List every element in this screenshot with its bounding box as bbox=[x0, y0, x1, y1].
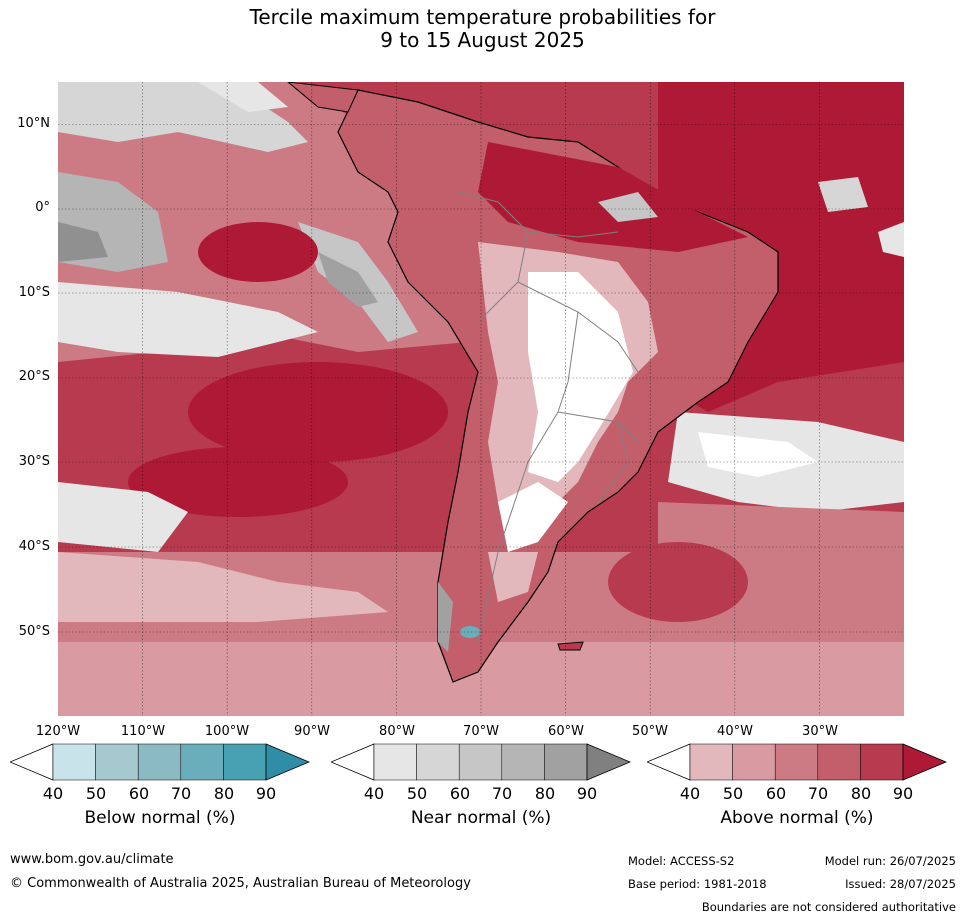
cbar-tick: 70 bbox=[170, 784, 192, 803]
legend-below-normal bbox=[8, 742, 311, 786]
cbar-tick: 60 bbox=[765, 784, 787, 803]
cbar-tick: 50 bbox=[406, 784, 428, 803]
lat-label-0: 0° bbox=[35, 200, 50, 215]
title-line-2: 9 to 15 August 2025 bbox=[380, 28, 585, 52]
colorbar-segment bbox=[373, 743, 417, 781]
lon-label-40w: 40°W bbox=[717, 724, 753, 739]
boundaries-disclaimer: Boundaries are not considered authoritat… bbox=[701, 900, 956, 914]
colorbar-segment bbox=[52, 743, 96, 781]
colorbar-segment bbox=[223, 743, 267, 781]
colorbar-extend-high bbox=[902, 743, 948, 781]
lon-label-30w: 30°W bbox=[802, 724, 838, 739]
cbar-tick: 90 bbox=[255, 784, 277, 803]
lat-label-50s: 50°S bbox=[18, 624, 50, 639]
colorbar-near-normal bbox=[329, 743, 632, 781]
cbar-tick: 40 bbox=[679, 784, 701, 803]
legend-above-normal bbox=[645, 742, 948, 786]
cbar-tick: 90 bbox=[576, 784, 598, 803]
legend-near-normal bbox=[329, 742, 632, 786]
colorbar-extend-high bbox=[265, 743, 311, 781]
title-line-1: Tercile maximum temperature probabilitie… bbox=[249, 5, 716, 29]
colorbar-segment bbox=[458, 743, 503, 781]
legend-title-below: Below normal (%) bbox=[84, 808, 236, 828]
lat-label-20s: 20°S bbox=[18, 369, 50, 384]
lat-label-10s: 10°S bbox=[18, 285, 50, 300]
colorbar-segment bbox=[137, 743, 182, 781]
colorbar-segment bbox=[95, 743, 139, 781]
probability-map bbox=[58, 82, 904, 716]
map-title: Tercile maximum temperature probabilitie… bbox=[0, 6, 965, 52]
base-period: Base period: 1981-2018 bbox=[628, 877, 767, 891]
model-name: Model: ACCESS-S2 bbox=[628, 854, 735, 868]
colorbar-segment bbox=[416, 743, 460, 781]
colorbar-segment bbox=[732, 743, 776, 781]
colorbar-below-normal bbox=[8, 743, 311, 781]
cbar-tick: 70 bbox=[807, 784, 829, 803]
issued-date: Issued: 28/07/2025 bbox=[845, 877, 956, 891]
graticule bbox=[58, 82, 904, 716]
legend-title-above: Above normal (%) bbox=[720, 808, 874, 828]
copyright-text: © Commonwealth of Australia 2025, Austra… bbox=[10, 876, 471, 891]
lon-label-120w: 120°W bbox=[35, 724, 81, 739]
cbar-tick: 50 bbox=[85, 784, 107, 803]
cbar-tick: 70 bbox=[491, 784, 513, 803]
cbar-tick: 50 bbox=[722, 784, 744, 803]
colorbar-segment bbox=[689, 743, 733, 781]
lon-label-110w: 110°W bbox=[120, 724, 166, 739]
colorbar-extend-low bbox=[329, 743, 375, 781]
colorbar-extend-low bbox=[8, 743, 54, 781]
map-canvas bbox=[58, 82, 904, 716]
cbar-tick: 80 bbox=[850, 784, 872, 803]
lon-label-70w: 70°W bbox=[463, 724, 499, 739]
colorbar-extend-high bbox=[586, 743, 632, 781]
south-america-landmass bbox=[337, 89, 779, 683]
colorbar-above-normal bbox=[645, 743, 948, 781]
cbar-tick: 90 bbox=[892, 784, 914, 803]
colorbar-segment bbox=[180, 743, 224, 781]
cbar-tick: 80 bbox=[534, 784, 556, 803]
legend-title-near: Near normal (%) bbox=[410, 808, 552, 828]
lon-label-80w: 80°W bbox=[379, 724, 415, 739]
lon-label-60w: 60°W bbox=[548, 724, 584, 739]
lon-label-50w: 50°W bbox=[632, 724, 668, 739]
colorbar-segment bbox=[544, 743, 588, 781]
colorbar-extend-low bbox=[645, 743, 691, 781]
website-link[interactable]: www.bom.gov.au/climate bbox=[10, 852, 174, 867]
lat-label-10n: 10°N bbox=[17, 116, 50, 131]
colorbar-segment bbox=[860, 743, 904, 781]
colorbar-segment bbox=[501, 743, 545, 781]
colorbar-segment bbox=[774, 743, 819, 781]
cbar-tick: 40 bbox=[42, 784, 64, 803]
lat-label-30s: 30°S bbox=[18, 454, 50, 469]
cbar-tick: 80 bbox=[213, 784, 235, 803]
lon-label-90w: 90°W bbox=[294, 724, 330, 739]
cbar-tick: 40 bbox=[363, 784, 385, 803]
model-run: Model run: 26/07/2025 bbox=[824, 854, 956, 868]
colorbar-segment bbox=[817, 743, 861, 781]
lon-label-100w: 100°W bbox=[204, 724, 250, 739]
lat-label-40s: 40°S bbox=[18, 539, 50, 554]
country-borders bbox=[457, 191, 639, 643]
cbar-tick: 60 bbox=[449, 784, 471, 803]
cbar-tick: 60 bbox=[128, 784, 150, 803]
